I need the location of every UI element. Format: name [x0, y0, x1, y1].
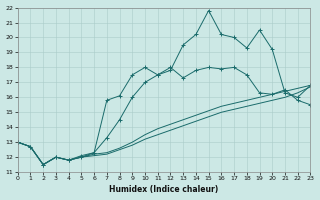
- X-axis label: Humidex (Indice chaleur): Humidex (Indice chaleur): [109, 185, 219, 194]
